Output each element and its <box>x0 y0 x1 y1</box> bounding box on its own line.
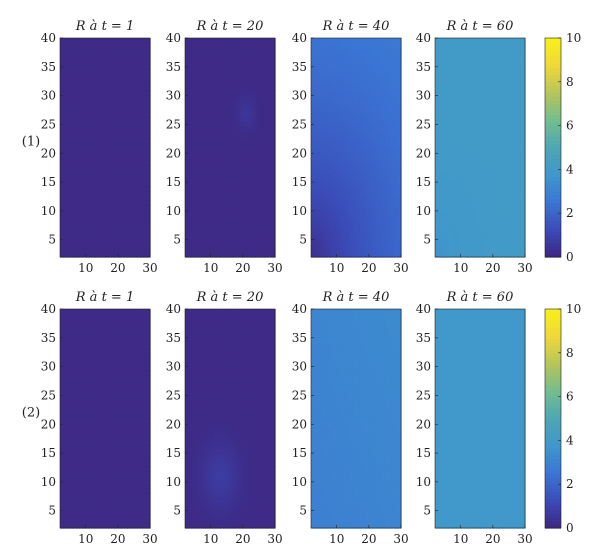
y-tick-label: 40 <box>41 31 56 45</box>
panel-title: R à t = 1 <box>75 19 134 34</box>
x-tick-label: 20 <box>235 261 250 275</box>
y-tick-label: 25 <box>41 117 56 131</box>
panel-title: R à t = 20 <box>196 19 264 34</box>
y-tick-label: 15 <box>292 175 307 189</box>
y-tick-label: 10 <box>41 204 56 218</box>
x-tick-label: 10 <box>203 261 218 275</box>
x-tick-label: 10 <box>78 261 93 275</box>
y-tick-label: 15 <box>166 175 181 189</box>
heatmap-panel: R à t = 20 5 10 15 20 25 30 35 40 10 20 30 <box>166 19 283 275</box>
y-tick-label: 20 <box>292 146 307 160</box>
y-tick-label: 40 <box>166 31 181 45</box>
y-tick-label: 30 <box>166 89 181 103</box>
y-tick-label: 30 <box>292 89 307 103</box>
y-tick-label: 35 <box>41 60 56 74</box>
heatmap-panel: R à t = 1 5 10 15 20 25 30 35 40 10 20 30 <box>41 19 158 275</box>
y-tick-label: 25 <box>166 117 181 131</box>
y-tick-label: 5 <box>173 233 181 247</box>
x-tick-label: 10 <box>329 261 344 275</box>
y-tick-label: 25 <box>292 117 307 131</box>
y-tick-label: 30 <box>41 89 56 103</box>
x-tick-label: 30 <box>267 261 282 275</box>
y-tick-label: 20 <box>41 146 56 160</box>
y-tick-label: 5 <box>48 233 56 247</box>
y-tick-label: 35 <box>292 60 307 74</box>
y-tick-label: 20 <box>166 146 181 160</box>
panel-title: R à t = 40 <box>322 19 390 34</box>
y-tick-label: 35 <box>166 60 181 74</box>
row-label: (1) <box>22 134 40 149</box>
y-tick-label: 40 <box>292 31 307 45</box>
y-tick-label: 15 <box>41 175 56 189</box>
x-tick-label: 30 <box>142 261 157 275</box>
x-tick-label: 20 <box>110 261 125 275</box>
y-tick-label: 10 <box>292 204 307 218</box>
x-tick-label: 20 <box>361 261 376 275</box>
heatmap-panel: R à t = 40 5 10 15 20 25 30 35 40 10 20 30 <box>292 19 409 275</box>
y-tick-label: 10 <box>166 204 181 218</box>
y-tick-label: 5 <box>299 233 307 247</box>
x-tick-label: 30 <box>393 261 408 275</box>
